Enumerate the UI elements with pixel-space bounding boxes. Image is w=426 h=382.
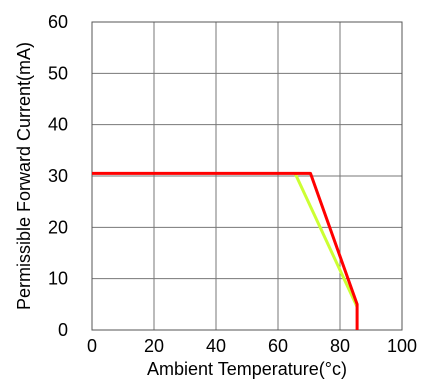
x-tick-label: 0 [87, 336, 97, 356]
y-axis-title: Permissible Forward Current(mA) [14, 42, 34, 310]
x-tick-labels: 0 20 40 60 80 100 [87, 336, 417, 356]
x-tick-label: 40 [206, 336, 226, 356]
y-tick-label: 30 [48, 166, 68, 186]
grid [92, 22, 402, 330]
x-tick-label: 100 [387, 336, 417, 356]
plot-frame [91, 21, 403, 331]
y-tick-label: 20 [48, 217, 68, 237]
series-line [293, 172, 359, 308]
y-tick-label: 60 [48, 12, 68, 32]
y-tick-label: 10 [48, 269, 68, 289]
y-tick-labels: 0 10 20 30 40 50 60 [48, 12, 68, 340]
y-tick-label: 50 [48, 63, 68, 83]
x-axis-title: Ambient Temperature(°c) [147, 359, 347, 379]
y-tick-label: 0 [58, 320, 68, 340]
x-tick-label: 80 [330, 336, 350, 356]
series-line [92, 171, 359, 330]
x-tick-label: 60 [268, 336, 288, 356]
y-tick-label: 40 [48, 115, 68, 135]
x-tick-label: 20 [144, 336, 164, 356]
series-lines [92, 171, 359, 330]
